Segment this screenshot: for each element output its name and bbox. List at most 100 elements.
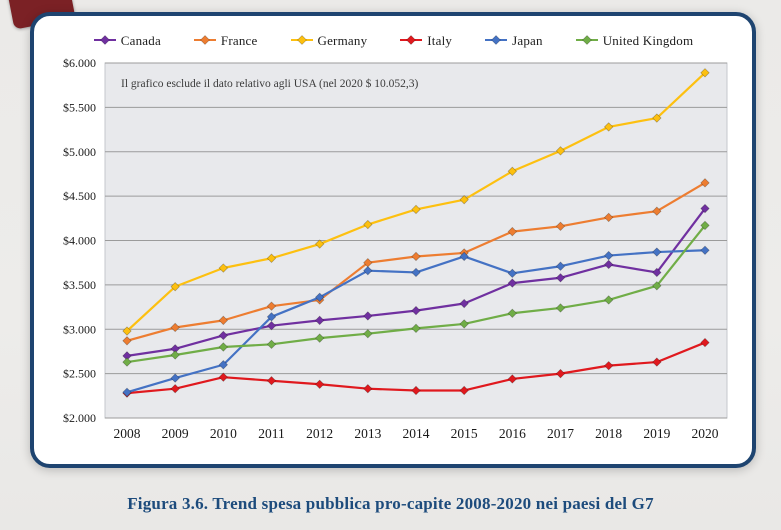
data-point-marker [411, 305, 421, 316]
data-point-marker [363, 265, 373, 276]
x-tick-label: 2013 [354, 426, 381, 441]
data-point-marker [218, 330, 229, 341]
legend-item-united-kingdom: United Kingdom [575, 34, 694, 47]
data-point-marker [507, 226, 518, 237]
y-tick-label: $2.000 [63, 411, 96, 425]
x-tick-label: 2011 [258, 426, 285, 441]
y-tick-label: $3.000 [63, 322, 96, 336]
data-point-marker [555, 303, 566, 313]
chart-legend: Canada France Germany Italy Japan United King… [34, 29, 752, 51]
series-germany [122, 68, 710, 336]
data-point-marker [700, 178, 710, 188]
y-tick-label: $6.000 [63, 56, 96, 70]
data-point-marker [603, 360, 614, 371]
data-point-marker [459, 298, 469, 309]
x-tick-label: 2009 [162, 426, 189, 441]
data-point-marker [266, 339, 277, 350]
y-tick-label: $5.000 [63, 145, 96, 159]
data-point-marker [218, 342, 229, 352]
legend-marker-icon [93, 35, 116, 45]
y-tick-label: $5.500 [63, 100, 96, 114]
data-point-marker [411, 204, 421, 215]
data-point-marker [314, 379, 325, 389]
data-point-marker [652, 113, 662, 123]
data-point-marker [363, 328, 373, 339]
data-point-marker [266, 301, 277, 311]
legend-marker-icon [575, 35, 598, 45]
legend-label: Japan [512, 32, 543, 48]
data-point-marker [555, 261, 566, 271]
data-point-marker [266, 376, 277, 386]
data-point-marker [170, 322, 180, 333]
data-point-marker [507, 278, 518, 288]
x-tick-label: 2008 [114, 426, 141, 441]
data-point-marker [507, 268, 518, 279]
data-point-marker [459, 319, 469, 329]
data-point-marker [218, 360, 229, 370]
data-point-marker [218, 263, 229, 273]
data-point-marker [314, 292, 325, 302]
data-point-marker [363, 384, 373, 394]
x-tick-label: 2019 [643, 426, 670, 441]
data-point-marker [459, 194, 469, 205]
series-italy [122, 337, 710, 398]
data-point-marker [122, 336, 132, 346]
data-point-marker [700, 220, 710, 231]
data-point-marker [266, 321, 277, 331]
legend-marker-icon [193, 35, 216, 45]
data-point-marker [555, 368, 566, 379]
data-point-marker [363, 219, 373, 230]
data-point-marker [603, 259, 614, 270]
data-point-marker [170, 281, 180, 292]
data-point-marker [652, 247, 662, 257]
data-point-marker [122, 387, 132, 397]
data-point-marker [170, 384, 180, 394]
data-point-marker [603, 250, 614, 261]
data-point-marker [122, 326, 132, 336]
data-point-marker [411, 323, 421, 334]
data-point-marker [555, 273, 566, 283]
data-point-marker [507, 308, 518, 318]
legend-item-canada: Canada [93, 34, 161, 47]
data-point-marker [170, 373, 180, 383]
legend-label: Italy [427, 32, 453, 48]
series-france [122, 178, 710, 346]
legend-label: Germany [317, 32, 368, 48]
data-point-marker [459, 251, 469, 262]
line-chart: $6.000 $5.500 $5.000 $4.500 $4.000 $3.500 $3.0… [63, 56, 728, 441]
y-tick-label: $2.500 [63, 367, 96, 381]
data-point-marker [266, 253, 277, 263]
x-tick-label: 2017 [547, 426, 574, 441]
figure-caption: Figura 3.6. Trend spesa pubblica pro-cap… [127, 494, 654, 513]
data-point-marker [603, 295, 614, 305]
legend-item-japan: Japan [484, 34, 543, 47]
legend-marker-icon [290, 35, 313, 45]
figure-card: Canada France Germany Italy Japan United King… [30, 12, 756, 468]
data-point-marker [555, 146, 566, 156]
data-point-marker [314, 239, 325, 249]
data-point-marker [700, 337, 710, 348]
y-tick-label: $3.500 [63, 278, 96, 292]
data-point-marker [555, 221, 566, 231]
data-point-marker [700, 245, 710, 255]
legend-item-germany: Germany [290, 34, 368, 47]
data-point-marker [122, 357, 132, 367]
x-tick-label: 2016 [499, 426, 526, 441]
series-japan [122, 245, 710, 397]
x-tick-label: 2012 [306, 426, 333, 441]
data-point-marker [700, 68, 710, 78]
data-point-marker [603, 212, 614, 223]
data-point-marker [218, 315, 229, 326]
data-point-marker [652, 267, 662, 278]
x-tick-label: 2014 [403, 426, 430, 441]
data-point-marker [652, 206, 662, 216]
data-point-marker [218, 372, 229, 382]
legend-item-france: France [193, 34, 258, 47]
legend-label: United Kingdom [602, 32, 694, 48]
x-tick-label: 2015 [451, 426, 478, 441]
data-point-marker [411, 267, 421, 278]
data-point-marker [170, 350, 180, 360]
data-point-marker [507, 374, 518, 384]
y-tick-label: $4.500 [63, 189, 96, 203]
legend-item-italy: Italy [399, 34, 452, 47]
